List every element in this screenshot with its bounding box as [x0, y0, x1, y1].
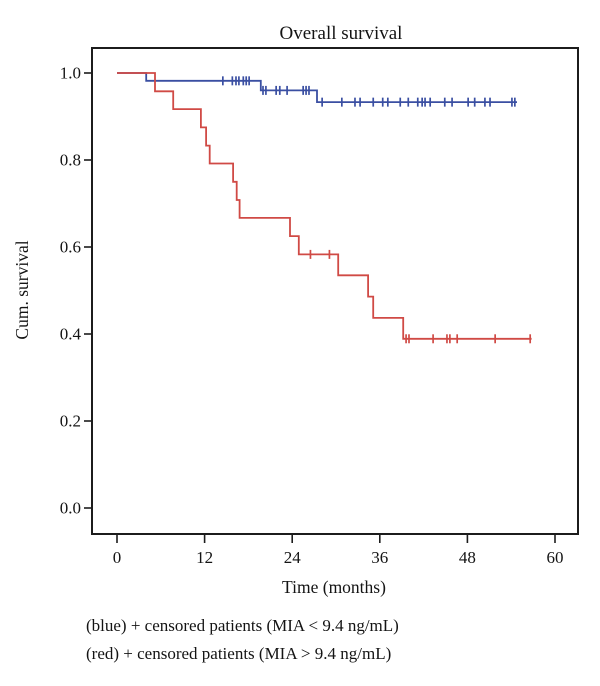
chart-title: Overall survival [280, 23, 403, 44]
x-tick-label: 0 [113, 548, 122, 567]
plot-area: 1.0 0.8 0.6 0.4 0.2 0.0 0 12 24 36 48 60 [60, 47, 579, 567]
y-tick-label: 1.0 [60, 64, 81, 83]
y-tick-label: 0.0 [60, 499, 81, 518]
x-tick-label: 12 [196, 548, 213, 567]
y-axis-label: Cum. survival [12, 240, 32, 339]
red-survival-curve [117, 72, 532, 340]
y-tick-label: 0.8 [60, 151, 81, 170]
plot-border [91, 47, 579, 535]
x-tick-label: 24 [284, 548, 302, 567]
x-tick-label: 36 [371, 548, 388, 567]
x-tick-label: 60 [547, 548, 564, 567]
y-tick-label: 0.2 [60, 412, 81, 431]
blue-survival-curve [117, 72, 517, 103]
y-tick-label: 0.4 [60, 325, 82, 344]
x-tick-label: 48 [459, 548, 476, 567]
caption-red-series: (red) + censored patients (MIA > 9.4 ng/… [86, 644, 391, 663]
y-tick-label: 0.6 [60, 238, 81, 257]
x-axis-label: Time (months) [282, 577, 386, 597]
caption-blue-series: (blue) + censored patients (MIA < 9.4 ng… [86, 616, 399, 635]
